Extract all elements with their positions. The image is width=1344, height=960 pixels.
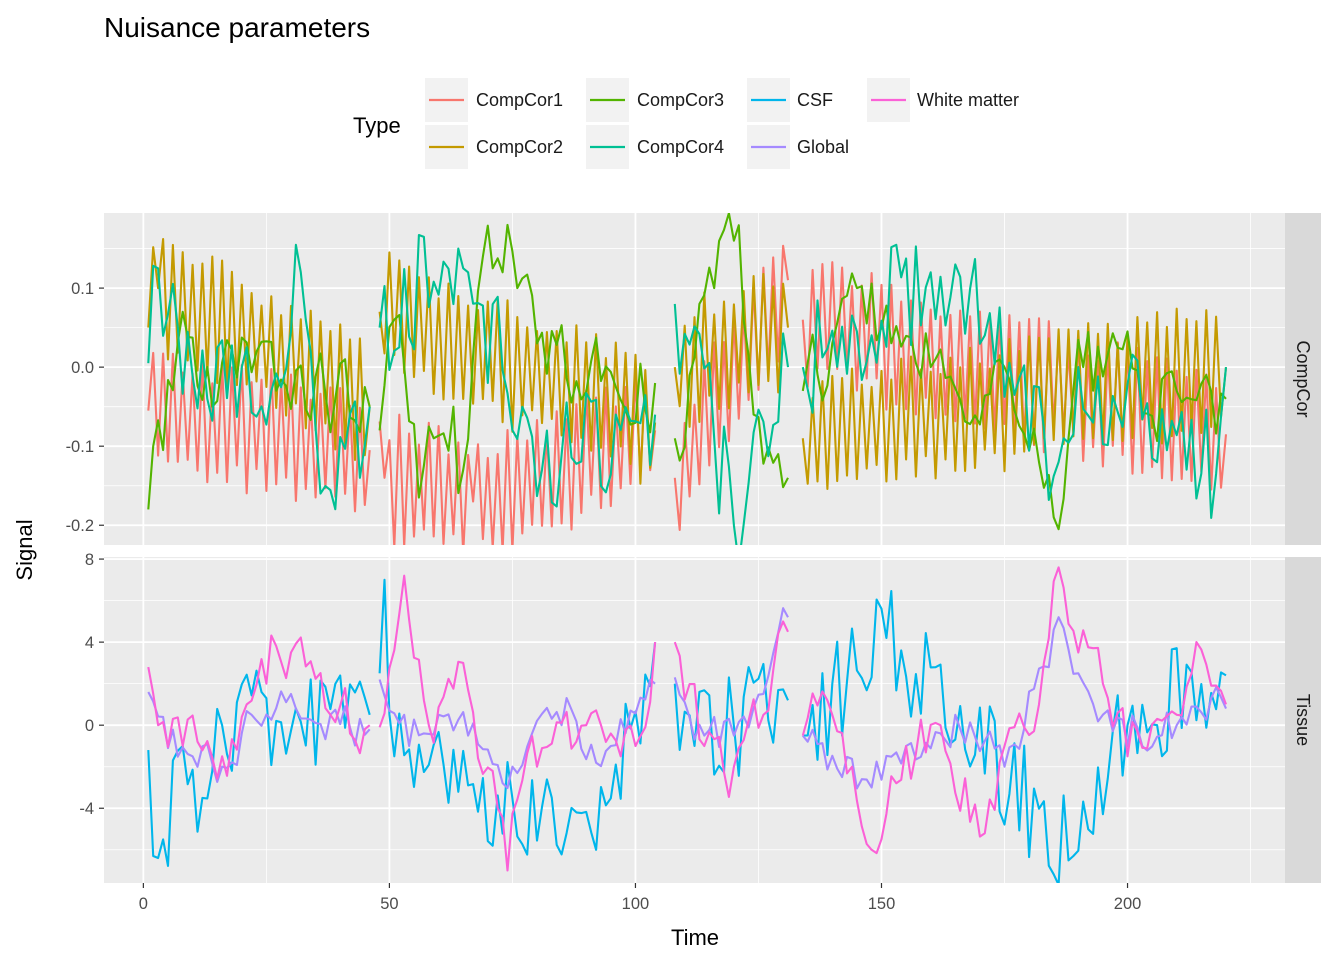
series-compcor2 bbox=[147, 238, 1228, 491]
series-white-matter bbox=[147, 566, 1227, 872]
y-tick-label: -4 bbox=[79, 800, 94, 818]
legend-entry-white-matter: White matter bbox=[867, 78, 1019, 122]
series-line bbox=[378, 233, 657, 508]
plot-panels: -0.2 -0.1 0.0 0.1 CompCor -4 0 4 8 Tissue bbox=[66, 213, 1321, 883]
series-line bbox=[147, 690, 371, 783]
y-tick-label: 4 bbox=[85, 634, 94, 652]
series-line bbox=[673, 303, 790, 545]
series-line bbox=[378, 251, 657, 485]
series-line bbox=[147, 243, 371, 511]
panel-background bbox=[104, 557, 1285, 883]
series-line bbox=[378, 223, 657, 499]
legend-entry-compcor2: CompCor2 bbox=[425, 125, 563, 169]
y-tick-label: 0 bbox=[85, 717, 94, 735]
series-line bbox=[801, 616, 1227, 790]
legend-label: CompCor1 bbox=[476, 90, 563, 110]
y-tick-label: 0.1 bbox=[71, 280, 94, 298]
strip-tissue bbox=[1285, 557, 1321, 883]
x-tick-label: 100 bbox=[622, 895, 650, 913]
legend-label: CSF bbox=[797, 90, 833, 110]
x-axis-title: Time bbox=[671, 925, 719, 950]
series-line bbox=[378, 574, 657, 872]
legend-entry-compcor1: CompCor1 bbox=[425, 78, 563, 122]
series-line bbox=[801, 566, 1227, 855]
series-line bbox=[147, 310, 371, 510]
y-tick-label: -0.2 bbox=[66, 517, 94, 535]
x-tick-label: 0 bbox=[139, 895, 148, 913]
legend-entry-compcor4: CompCor4 bbox=[586, 125, 724, 169]
series-line bbox=[801, 272, 1227, 531]
series-line bbox=[378, 578, 657, 856]
chart-title: Nuisance parameters bbox=[104, 12, 370, 43]
series-line bbox=[147, 238, 371, 461]
series-compcor4 bbox=[147, 233, 1228, 545]
series-csf bbox=[147, 578, 1227, 883]
legend-title: Type bbox=[353, 113, 401, 138]
series-line bbox=[673, 607, 789, 748]
y-tick-label: 0.0 bbox=[71, 359, 94, 377]
x-axis: 0 50 100 150 200 bbox=[139, 883, 1142, 913]
series-line bbox=[147, 634, 371, 780]
x-tick-label: 200 bbox=[1114, 895, 1142, 913]
series-lines bbox=[147, 566, 1227, 883]
series-line bbox=[673, 272, 790, 428]
legend-label: Global bbox=[797, 137, 849, 157]
legend-label: CompCor3 bbox=[637, 90, 724, 110]
series-line bbox=[147, 669, 371, 867]
series-global bbox=[147, 607, 1227, 790]
series-line bbox=[147, 351, 371, 513]
strip-label: CompCor bbox=[1293, 340, 1313, 417]
x-tick-label: 50 bbox=[380, 895, 398, 913]
y-axis-title: Signal bbox=[12, 519, 37, 580]
legend-label: White matter bbox=[917, 90, 1019, 110]
series-line bbox=[801, 307, 1228, 491]
x-tick-label: 150 bbox=[868, 895, 896, 913]
strip-label: Tissue bbox=[1293, 694, 1313, 746]
legend-entry-global: Global bbox=[747, 125, 849, 169]
legend-label: CompCor4 bbox=[637, 137, 724, 157]
panel-compcor: -0.2 -0.1 0.0 0.1 CompCor bbox=[66, 213, 1321, 545]
series-line bbox=[673, 662, 789, 777]
series-lines bbox=[147, 213, 1228, 545]
legend-entry-csf: CSF bbox=[747, 78, 833, 122]
series-line bbox=[673, 620, 789, 798]
series-line bbox=[801, 243, 1228, 519]
y-tick-label: 8 bbox=[85, 551, 94, 569]
legend-label: CompCor2 bbox=[476, 137, 563, 157]
panel-tissue: -4 0 4 8 Tissue bbox=[79, 551, 1321, 883]
series-line bbox=[378, 678, 656, 790]
legend: Type CompCor1 CompCor2 CompCor3 CompCor4 CSF G… bbox=[353, 78, 1019, 169]
legend-entry-compcor3: CompCor3 bbox=[586, 78, 724, 122]
strip-compcor bbox=[1285, 213, 1321, 545]
series-line bbox=[802, 589, 1227, 883]
y-tick-label: -0.1 bbox=[66, 438, 94, 456]
